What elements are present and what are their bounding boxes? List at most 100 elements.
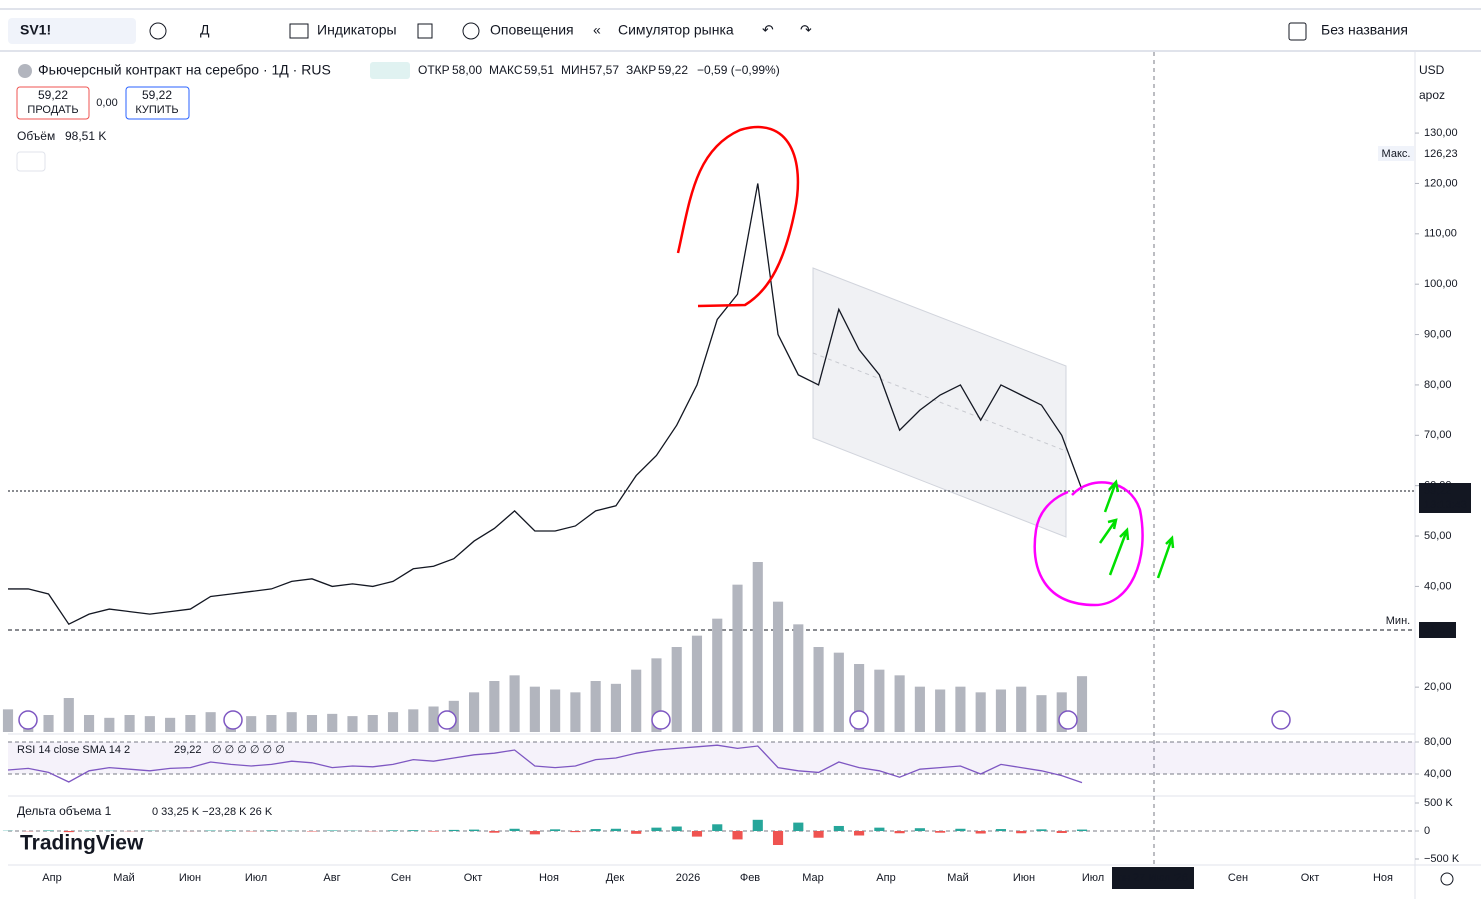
y-tick-label: 130,00 (1424, 127, 1458, 139)
high: 59,51 (524, 63, 554, 77)
y-tick-label: 80,00 (1424, 379, 1452, 391)
volume-bar (3, 709, 13, 732)
x-tick-label: Июл (245, 872, 267, 884)
x-tick-label: Май (113, 872, 135, 884)
collapse-button[interactable] (17, 152, 45, 171)
volume-bar (895, 675, 905, 732)
x-tick-label: Апр (876, 872, 895, 884)
close: 59,22 (658, 63, 688, 77)
y-tick-label: 20,00 (1424, 681, 1452, 693)
undo[interactable]: ↶ (762, 22, 774, 38)
logo: TradingView (20, 832, 144, 855)
x-tick-label: Июл (1082, 872, 1104, 884)
volume-bar (692, 636, 702, 732)
rsi-label: RSI 14 close SMA 14 2 (17, 744, 130, 756)
delta-bar (651, 828, 661, 831)
y-tick-label: 60,00 (1424, 480, 1452, 492)
x-tick-label: Окт (464, 872, 483, 884)
delta-bar (732, 831, 742, 839)
volume-bar (165, 718, 175, 732)
delta-bar (469, 830, 479, 831)
delta-bar (428, 831, 438, 832)
delta-bar (510, 829, 520, 831)
delta-bar (327, 830, 337, 831)
min-value: 31,54 (1424, 624, 1452, 636)
close-label: ЗАКР (626, 63, 656, 77)
sell-price[interactable]: 59,22 (38, 88, 68, 102)
redo[interactable]: ↷ (800, 22, 812, 38)
open: 58,00 (452, 63, 482, 77)
volume-bar (368, 715, 378, 732)
delta-bar (915, 828, 925, 831)
replay[interactable]: Симулятор рынка (618, 22, 734, 38)
crosshair-time: пн 27 Июл '26 (1118, 872, 1188, 884)
volume-bar (591, 681, 601, 732)
x-tick-label: Авг (323, 872, 340, 884)
countdown: 13:13:43 (1424, 499, 1467, 511)
symbol[interactable]: SV1! (20, 22, 51, 38)
volume-bar (287, 712, 297, 732)
volume-bar (84, 715, 94, 732)
event-marker (652, 711, 670, 729)
indicators[interactable]: Индикаторы (317, 22, 397, 38)
x-tick-label: Дек (606, 872, 625, 884)
delta-bar (834, 826, 844, 831)
interval[interactable]: Д (200, 22, 210, 38)
delta-bar (388, 830, 398, 831)
y-tick-label: 110,00 (1424, 228, 1457, 240)
volume-bar (185, 715, 195, 732)
low: 57,57 (589, 63, 619, 77)
volume-bar (753, 562, 763, 732)
alerts[interactable]: Оповещения (490, 22, 574, 38)
volume-bar (834, 653, 844, 732)
delta-bar (1077, 830, 1087, 831)
status-badge (370, 62, 410, 79)
delta-bar (793, 823, 803, 831)
volume-bar (125, 715, 135, 732)
volume-bar (266, 715, 276, 732)
layout-name[interactable]: Без названия (1321, 22, 1408, 38)
volume-bar (408, 709, 418, 732)
delta-bar (874, 828, 884, 831)
event-marker (1272, 711, 1290, 729)
sell-label[interactable]: ПРОДАТЬ (27, 104, 78, 116)
volume-bar (307, 715, 317, 732)
buy-label[interactable]: КУПИТЬ (135, 104, 178, 116)
event-marker (224, 711, 242, 729)
volume-label: Объём (17, 129, 55, 143)
volume-bar (814, 647, 824, 732)
x-tick-label: Ноя (539, 872, 559, 884)
delta-bar (591, 829, 601, 831)
buy-price[interactable]: 59,22 (142, 88, 172, 102)
y-tick-label: 80,00 (1424, 736, 1452, 748)
unit[interactable]: apoz (1419, 88, 1445, 102)
delta-values: 0 33,25 K −23,28 K 26 K (152, 806, 273, 818)
rsi-empties: ∅ ∅ ∅ ∅ ∅ ∅ (212, 744, 285, 756)
delta-bar (530, 831, 540, 834)
volume-bar (631, 670, 641, 732)
y-tick-label: 70,00 (1424, 429, 1452, 441)
volume-bar (672, 647, 682, 732)
currency[interactable]: USD (1419, 63, 1445, 77)
volume-bar (996, 690, 1006, 733)
x-tick-label: Фев (740, 872, 760, 884)
volume-bar (1016, 687, 1026, 732)
event-marker (19, 711, 37, 729)
delta-bar (408, 830, 418, 831)
delta-bar (672, 827, 682, 831)
y-tick-label: 50,00 (1424, 530, 1452, 542)
replay-icon[interactable]: « (593, 22, 601, 38)
y-tick-label: 0 (1424, 825, 1430, 837)
min-label: Мин. (1386, 615, 1410, 627)
volume-bar (530, 687, 540, 732)
volume-bar (874, 670, 884, 732)
volume-bar (469, 692, 479, 732)
x-tick-label: Ноя (1373, 872, 1393, 884)
delta-bar (955, 829, 965, 831)
volume-bar (347, 716, 357, 732)
delta-label: Дельта объема 1 (17, 804, 112, 818)
volume-bar (570, 692, 580, 732)
y-tick-label: 40,00 (1424, 580, 1452, 592)
y-tick-label: 40,00 (1424, 768, 1452, 780)
